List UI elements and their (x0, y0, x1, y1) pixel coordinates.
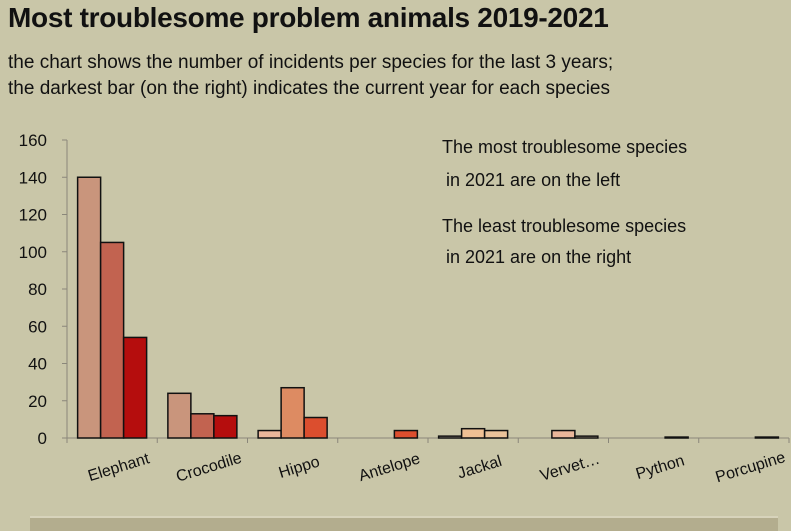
bar (574, 435, 599, 439)
chart-subtitle-line-1: the chart shows the number of incidents … (8, 52, 614, 73)
y-tick-label: 60 (28, 317, 47, 336)
bar (190, 413, 215, 439)
bar (393, 429, 419, 439)
y-tick-label: 40 (28, 355, 47, 374)
bar (303, 416, 328, 439)
annotation-least-line-2: in 2021 are on the right (446, 247, 631, 267)
category-label: Elephant (86, 450, 152, 485)
y-tick-label: 100 (19, 243, 47, 262)
bottom-strip (30, 516, 778, 531)
category-label: Python (634, 452, 687, 483)
category-label: Porcupine (714, 449, 788, 486)
chart-title: Most troublesome problem animals 2019-20… (8, 2, 609, 33)
chart-subtitle-line-2: the darkest bar (on the right) indicates… (8, 78, 610, 99)
bar (99, 241, 125, 439)
y-tick-label: 20 (28, 392, 47, 411)
bar (122, 336, 148, 439)
y-tick-label: 0 (38, 429, 47, 448)
y-tick-label: 140 (19, 168, 47, 187)
annotation-most-line-1: The most troublesome species (442, 137, 687, 157)
bar (213, 414, 238, 439)
bar (257, 429, 282, 439)
category-label: Jackal (456, 453, 504, 483)
category-label: Hippo (277, 453, 322, 482)
y-tick-label: 80 (28, 280, 47, 299)
y-tick-label: 120 (19, 206, 47, 225)
bar (167, 392, 192, 439)
bar (754, 436, 780, 439)
bar (664, 436, 689, 439)
bar (280, 386, 305, 439)
annotation-least-line-1: The least troublesome species (442, 216, 686, 236)
bar (76, 176, 102, 439)
category-label: Crocodile (174, 450, 244, 486)
category-label: Vervet… (538, 451, 602, 485)
bar (460, 427, 486, 439)
category-label: Antelope (357, 450, 422, 485)
annotation-most-line-2: in 2021 are on the left (446, 170, 620, 190)
bar (437, 435, 463, 439)
bar (551, 429, 576, 439)
bar (483, 429, 509, 439)
y-tick-label: 160 (19, 131, 47, 150)
